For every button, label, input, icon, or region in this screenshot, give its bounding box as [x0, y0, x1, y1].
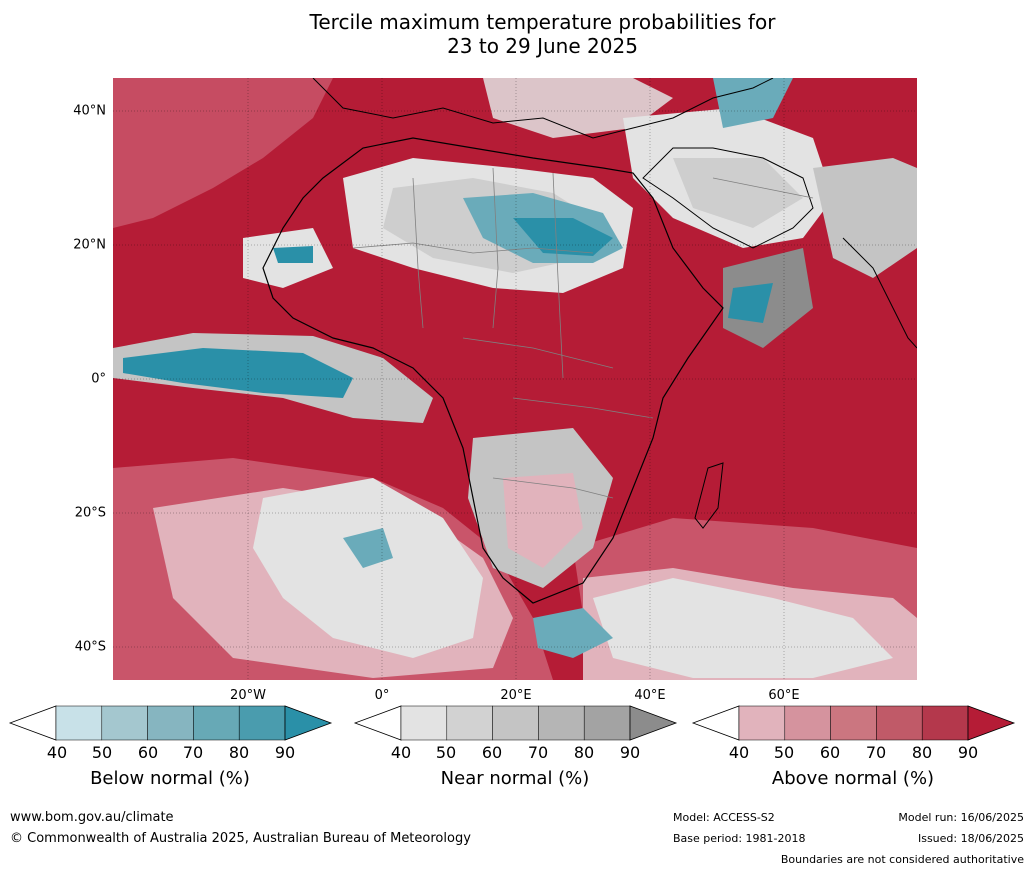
footer-copyright: © Commonwealth of Australia 2025, Austra…: [10, 831, 471, 846]
footer-issued: Issued: 18/06/2025: [917, 832, 1024, 845]
cbar-above-tick: 70: [865, 743, 887, 762]
colorbar-below-normal: [8, 705, 333, 741]
colorbar-swatch: [830, 705, 877, 741]
footer-disclaimer: Boundaries are not considered authoritat…: [780, 853, 1024, 866]
above-mid-region-nw: [113, 78, 333, 228]
cbar-near-tick: 90: [619, 743, 641, 762]
colorbar-above-label: Above normal (%): [771, 768, 935, 789]
cbar-near-tick: 70: [527, 743, 549, 762]
colorbar-extend-high: [629, 705, 678, 741]
colorbar-swatch: [876, 705, 923, 741]
colorbar-swatch: [238, 705, 286, 741]
chart-title-line2: 23 to 29 June 2025: [447, 34, 638, 58]
lat-label-0: 0°: [91, 371, 106, 387]
colorbar-swatch: [738, 705, 786, 741]
india-coastline: [842, 237, 917, 349]
probability-map: [113, 78, 917, 680]
colorbar-extend-low: [353, 705, 402, 741]
cbar-above-tick: 60: [819, 743, 841, 762]
below-region-arabian-sea: [728, 283, 773, 323]
colorbar-near-label: Near normal (%): [440, 768, 590, 789]
cbar-near-tick: 60: [481, 743, 503, 762]
below-region-equatorial-atlantic: [123, 348, 353, 398]
colorbar-extend-high: [967, 705, 1016, 741]
colorbar-extend-low: [691, 705, 740, 741]
near-region-south-indian: [593, 578, 893, 678]
africa-coastline: [262, 137, 724, 604]
below-region-south-atlantic-patch: [343, 528, 393, 568]
near-region-south-atlantic: [253, 478, 483, 658]
above-light-region-south-africa: [503, 473, 583, 568]
colorbar-swatch: [147, 705, 194, 741]
near-region-central-asia: [813, 158, 917, 278]
colorbar-near-swatches: [353, 705, 678, 741]
footer-base-period: Base period: 1981-2018: [673, 832, 806, 845]
colorbar-swatch: [446, 705, 493, 741]
europe-coastline: [312, 78, 774, 139]
below-region-west-africa-coast: [273, 246, 313, 263]
below-region-caspian: [713, 78, 793, 128]
cbar-near-tick: 40: [390, 743, 412, 762]
near-region-mediterranean: [483, 78, 673, 138]
cbar-below-tick: 80: [228, 743, 250, 762]
below-region-southern-ocean-patch: [533, 608, 613, 658]
madagascar-coastline: [694, 462, 724, 529]
cbar-near-tick: 80: [573, 743, 595, 762]
map-gridlines: [113, 78, 917, 680]
colorbar-swatch: [784, 705, 831, 741]
cbar-above-tick: 80: [911, 743, 933, 762]
cbar-below-tick: 60: [137, 743, 159, 762]
cbar-above-tick: 50: [773, 743, 795, 762]
lat-label-40s: 40°S: [74, 639, 106, 655]
colorbar-below-label: Below normal (%): [90, 768, 250, 789]
footer-model-run: Model run: 16/06/2025: [898, 811, 1024, 824]
colorbar-above-normal: [691, 705, 1016, 741]
colorbar-above-swatches: [691, 705, 1016, 741]
colorbar-swatch: [538, 705, 585, 741]
colorbar-below-swatches: [8, 705, 333, 741]
cbar-above-tick: 90: [957, 743, 979, 762]
cbar-below-tick: 50: [91, 743, 113, 762]
lon-label-20w: 20°W: [230, 688, 266, 703]
country-borders: [352, 167, 814, 499]
colorbar-swatch: [55, 705, 103, 741]
colorbar-swatch: [921, 705, 969, 741]
below-region-sahara-core: [513, 218, 613, 256]
lon-label-60e: 60°E: [768, 688, 800, 703]
colorbar-swatch: [400, 705, 448, 741]
lon-label-20e: 20°E: [500, 688, 532, 703]
colorbar-extend-high: [284, 705, 333, 741]
colorbar-near-normal: [353, 705, 678, 741]
lat-label-40n: 40°N: [73, 103, 106, 119]
cbar-near-tick: 50: [435, 743, 457, 762]
colorbar-swatch: [193, 705, 240, 741]
arabia-coastline: [642, 147, 814, 249]
chart-title-line1: Tercile maximum temperature probabilitie…: [309, 10, 776, 34]
lat-label-20s: 20°S: [74, 505, 106, 521]
cbar-above-tick: 40: [728, 743, 750, 762]
colorbar-swatch: [583, 705, 631, 741]
footer-website: www.bom.gov.au/climate: [10, 810, 174, 825]
lon-label-40e: 40°E: [634, 688, 666, 703]
lat-label-20n: 20°N: [73, 237, 106, 253]
cbar-below-tick: 40: [46, 743, 68, 762]
footer-model: Model: ACCESS-S2: [673, 811, 775, 824]
cbar-below-tick: 90: [274, 743, 296, 762]
colorbar-swatch: [101, 705, 148, 741]
near-region-arabia-mid: [673, 158, 803, 228]
colorbar-extend-low: [8, 705, 57, 741]
lon-label-0: 0°: [374, 688, 390, 703]
colorbar-swatch: [492, 705, 539, 741]
cbar-below-tick: 70: [182, 743, 204, 762]
